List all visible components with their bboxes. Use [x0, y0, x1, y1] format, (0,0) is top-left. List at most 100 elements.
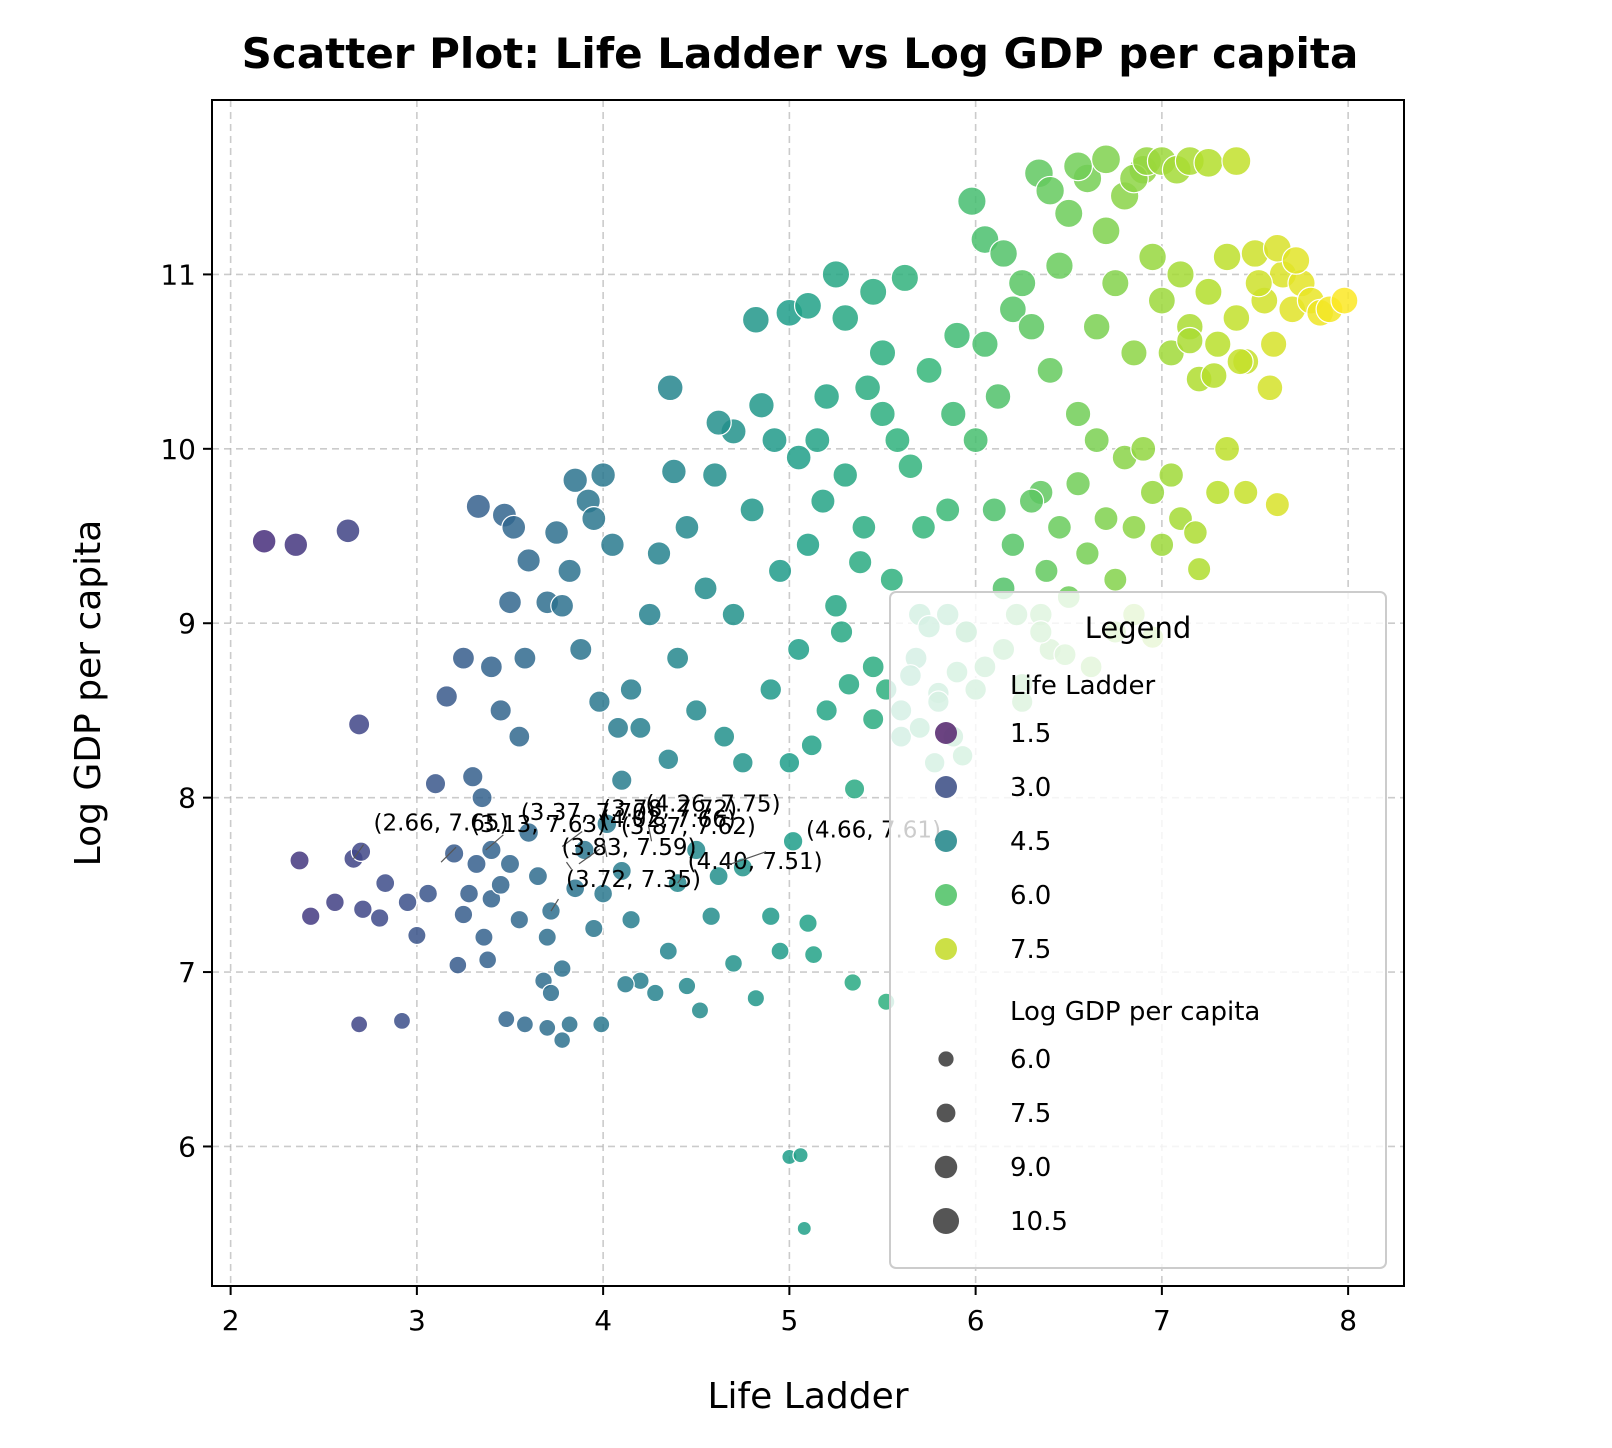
- data-point: [981, 497, 1007, 523]
- data-point: [1036, 356, 1064, 384]
- data-point: [544, 520, 570, 546]
- data-point: [498, 590, 522, 615]
- y-tick-label: 9: [178, 607, 196, 640]
- annotation-arrow: [603, 841, 608, 858]
- point-annotation: (3.83, 7.59): [561, 835, 696, 861]
- legend: Legend Life Ladder Log GDP per capita 1.…: [889, 591, 1387, 1269]
- data-point: [693, 576, 718, 601]
- data-point: [1212, 242, 1242, 272]
- data-point: [1000, 532, 1026, 558]
- data-point: [1166, 260, 1195, 289]
- data-point: [565, 878, 586, 899]
- y-tick-label: 10: [160, 433, 196, 466]
- data-point: [490, 874, 511, 895]
- data-point: [1264, 491, 1291, 518]
- data-point: [552, 959, 572, 979]
- data-point: [1035, 175, 1065, 206]
- data-point: [1065, 470, 1091, 497]
- data-point: [1244, 268, 1273, 298]
- data-point: [862, 707, 885, 731]
- legend-box: [889, 591, 1387, 1269]
- legend-size-label: 9.0: [1010, 1153, 1051, 1183]
- data-point: [759, 678, 783, 701]
- data-point: [1139, 479, 1166, 506]
- data-point: [869, 400, 896, 428]
- legend-hue-label: 1.5: [1010, 719, 1051, 749]
- data-point: [1226, 347, 1254, 376]
- data-point: [1205, 479, 1231, 506]
- data-point: [1193, 147, 1224, 178]
- data-point: [646, 983, 665, 1003]
- data-point: [584, 918, 604, 939]
- data-point: [497, 1010, 516, 1029]
- data-point: [1182, 520, 1208, 546]
- data-point: [508, 725, 531, 748]
- data-point: [1054, 198, 1084, 229]
- data-point: [815, 699, 838, 722]
- data-point: [518, 822, 540, 843]
- data-point: [1034, 558, 1059, 584]
- legend-size-swatch: [934, 1155, 958, 1179]
- data-point: [1121, 514, 1147, 540]
- data-point: [637, 602, 662, 627]
- data-point: [550, 593, 575, 618]
- x-tick-label: 8: [1339, 1304, 1357, 1337]
- data-point: [1221, 146, 1252, 177]
- data-point: [657, 748, 680, 771]
- data-point: [1176, 326, 1204, 355]
- data-point: [829, 620, 854, 644]
- data-point: [868, 339, 897, 367]
- annotation-arrow: [565, 861, 572, 870]
- data-point: [793, 291, 823, 320]
- data-point: [509, 909, 530, 930]
- data-point: [1120, 339, 1148, 367]
- data-point: [1200, 362, 1228, 390]
- data-point: [538, 1018, 557, 1037]
- annotation-arrow: [485, 834, 504, 851]
- point-annotations: (2.66, 7.65)(3.13, 7.63)(3.37, 7.70)(3.7…: [353, 791, 941, 912]
- chart-title: Scatter Plot: Life Ladder vs Log GDP per…: [242, 29, 1359, 78]
- data-point: [1147, 286, 1176, 315]
- data-point: [1083, 426, 1110, 454]
- data-point: [935, 497, 961, 523]
- data-point: [435, 685, 459, 708]
- data-point: [666, 646, 690, 670]
- data-point: [1064, 400, 1092, 428]
- data-point: [451, 646, 476, 670]
- annotation-arrow: [440, 846, 457, 863]
- data-point: [847, 549, 873, 575]
- data-point: [348, 713, 371, 736]
- data-point: [283, 532, 309, 558]
- annotation-arrow: [353, 844, 365, 860]
- data-point: [481, 888, 502, 909]
- data-point: [621, 909, 641, 930]
- data-point: [739, 497, 765, 523]
- y-tick-label: 6: [178, 1130, 196, 1163]
- data-point: [407, 925, 427, 946]
- data-point: [656, 374, 684, 402]
- data-point: [375, 873, 396, 894]
- data-point: [501, 514, 527, 540]
- x-tick-label: 5: [780, 1304, 798, 1337]
- data-point: [479, 655, 503, 679]
- data-point: [611, 860, 632, 882]
- data-point: [1203, 330, 1232, 358]
- data-point: [813, 383, 841, 410]
- x-tick-label: 6: [967, 1304, 985, 1337]
- data-point: [562, 467, 589, 494]
- data-point: [823, 593, 848, 618]
- data-point: [778, 751, 801, 774]
- data-point: [843, 778, 866, 800]
- legend-title: Legend: [1085, 611, 1192, 645]
- data-point: [724, 953, 743, 973]
- point-annotation: (4.26, 7.75): [646, 791, 781, 817]
- data-point: [690, 1001, 710, 1020]
- data-point: [353, 899, 373, 920]
- data-point: [611, 769, 633, 791]
- data-point: [537, 927, 557, 947]
- data-point: [939, 400, 967, 428]
- data-point: [832, 462, 859, 488]
- data-point: [1222, 304, 1251, 332]
- data-point: [795, 532, 821, 558]
